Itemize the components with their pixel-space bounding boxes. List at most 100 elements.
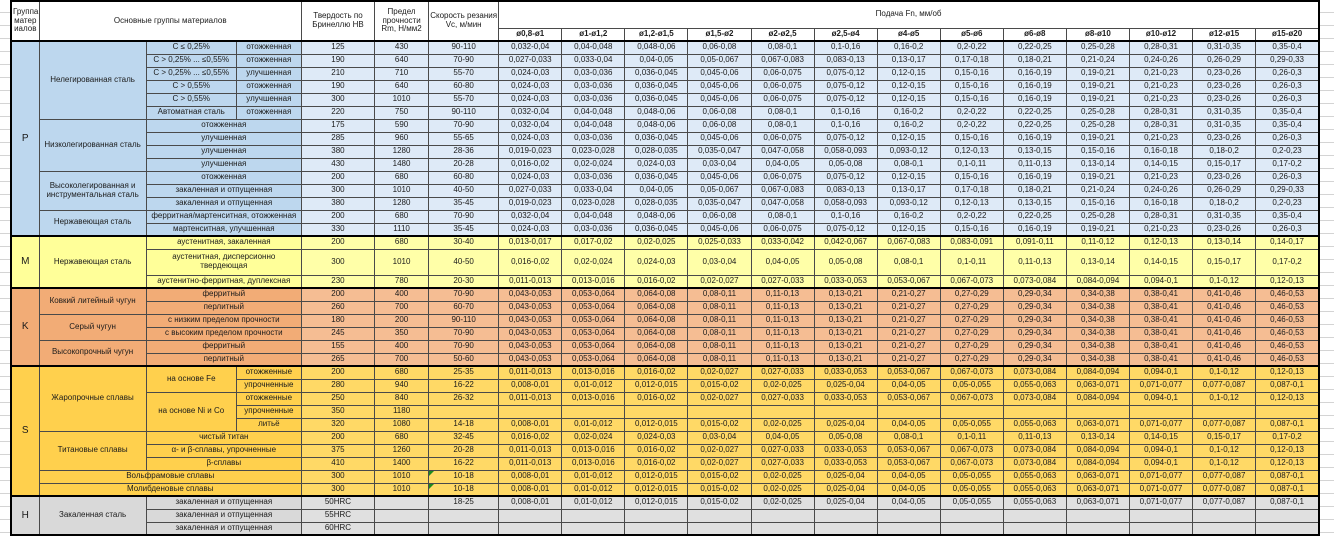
feed-value-cell[interactable]: 0,12-0,13 — [1128, 235, 1194, 250]
feed-value-cell[interactable]: 0,34-0,38 — [1065, 326, 1130, 341]
feed-value-cell[interactable]: 0,011-0,013 — [498, 365, 563, 380]
feed-diameter-header[interactable]: ø1-ø1,2 — [561, 27, 626, 42]
cutting-speed-cell[interactable]: 20-28 — [428, 157, 500, 172]
feed-value-cell[interactable]: 0,045-0,06 — [687, 79, 752, 94]
feed-value-cell[interactable]: 0,013-0,016 — [561, 365, 626, 380]
feed-value-cell[interactable]: 0,073-0,084 — [1002, 365, 1067, 380]
feed-value-cell[interactable]: 0,04-0,048 — [561, 105, 626, 120]
feed-value-cell[interactable]: 0,34-0,38 — [1065, 339, 1130, 354]
feed-value-cell[interactable]: 0,012-0,015 — [624, 417, 689, 432]
feed-value-cell[interactable]: 0,11-0,13 — [750, 287, 815, 302]
strength-cell[interactable]: 350 — [374, 326, 430, 341]
feed-value-cell[interactable]: 0,067-0,083 — [876, 235, 941, 250]
material-label-cell[interactable]: Автоматная сталь — [145, 105, 237, 120]
material-label-cell[interactable]: Молибденовые сплавы — [38, 482, 302, 497]
strength-cell[interactable]: 1260 — [374, 443, 430, 458]
strength-cell[interactable]: 680 — [374, 430, 430, 445]
material-label-cell[interactable]: Серый чугун — [38, 313, 147, 341]
feed-value-cell[interactable]: 0,02-0,025 — [750, 378, 815, 393]
feed-value-cell[interactable]: 0,028-0,035 — [624, 196, 689, 211]
feed-value-cell[interactable] — [750, 521, 815, 536]
cutting-speed-cell[interactable]: 70-90 — [428, 209, 500, 224]
hardness-cell[interactable]: 265 — [300, 352, 376, 367]
feed-value-cell[interactable]: 0,13-0,17 — [876, 53, 941, 68]
feed-value-cell[interactable]: 0,28-0,31 — [1128, 40, 1194, 55]
feed-value-cell[interactable]: 0,13-0,21 — [813, 313, 878, 328]
feed-value-cell[interactable]: 0,16-0,19 — [1002, 66, 1067, 81]
material-label-cell[interactable]: мартенситная, улучшенная — [145, 222, 302, 237]
feed-value-cell[interactable]: 0,05-0,08 — [813, 157, 878, 172]
feed-value-cell[interactable]: 0,073-0,084 — [1002, 443, 1067, 458]
material-label-cell[interactable]: Низколегированная сталь — [38, 118, 147, 172]
feed-value-cell[interactable]: 0,23-0,26 — [1192, 92, 1257, 107]
feed-value-cell[interactable]: 0,12-0,13 — [1255, 443, 1320, 458]
material-label-cell[interactable]: закаленная и отпущенная — [145, 196, 302, 211]
feed-value-cell[interactable]: 0,11-0,13 — [750, 313, 815, 328]
feed-value-cell[interactable]: 0,043-0,053 — [498, 313, 563, 328]
strength-cell[interactable] — [374, 521, 430, 536]
feed-value-cell[interactable]: 0,21-0,23 — [1128, 79, 1194, 94]
hardness-cell[interactable]: 280 — [300, 378, 376, 393]
feed-value-cell[interactable]: 0,11-0,13 — [1002, 248, 1067, 276]
feed-value-cell[interactable]: 0,02-0,027 — [687, 391, 752, 406]
feed-value-cell[interactable]: 0,25-0,28 — [1065, 105, 1130, 120]
feed-value-cell[interactable]: 0,38-0,41 — [1128, 339, 1194, 354]
feed-value-cell[interactable]: 0,024-0,03 — [498, 170, 563, 185]
feed-value-cell[interactable]: 0,025-0,04 — [813, 469, 878, 484]
feed-value-cell[interactable]: 0,25-0,28 — [1065, 118, 1130, 133]
feed-value-cell[interactable] — [876, 521, 941, 536]
feed-value-cell[interactable]: 0,08-0,11 — [687, 352, 752, 367]
hardness-cell[interactable]: 200 — [300, 209, 376, 224]
feed-diameter-header[interactable]: ø1,5-ø2 — [687, 27, 752, 42]
material-label-cell[interactable]: упрочненные — [235, 378, 302, 393]
feed-value-cell[interactable]: 0,16-0,19 — [1002, 222, 1067, 237]
cutting-speed-cell[interactable]: 25-35 — [428, 365, 500, 380]
feed-value-cell[interactable]: 0,13-0,21 — [813, 326, 878, 341]
hardness-cell[interactable]: 300 — [300, 482, 376, 497]
feed-value-cell[interactable]: 0,22-0,25 — [1002, 105, 1067, 120]
hardness-cell[interactable]: 200 — [300, 287, 376, 302]
feed-value-cell[interactable]: 0,063-0,071 — [1065, 469, 1130, 484]
material-label-cell[interactable]: C ≤ 0,25% — [145, 40, 237, 55]
feed-value-cell[interactable]: 0,053-0,064 — [561, 300, 626, 315]
feed-value-cell[interactable]: 0,16-0,18 — [1128, 144, 1194, 159]
feed-value-cell[interactable]: 0,12-0,15 — [876, 131, 941, 146]
feed-value-cell[interactable]: 0,033-0,04 — [561, 183, 626, 198]
feed-value-cell[interactable]: 0,058-0,093 — [813, 144, 878, 159]
feed-value-cell[interactable]: 0,34-0,38 — [1065, 313, 1130, 328]
feed-value-cell[interactable]: 0,073-0,084 — [1002, 456, 1067, 471]
feed-value-cell[interactable]: 0,055-0,063 — [1002, 495, 1067, 510]
feed-value-cell[interactable]: 0,16-0,19 — [1002, 170, 1067, 185]
feed-value-cell[interactable]: 0,083-0,13 — [813, 183, 878, 198]
cutting-speed-cell[interactable]: 35-45 — [428, 196, 500, 211]
feed-value-cell[interactable]: 0,18-0,2 — [1192, 196, 1257, 211]
feed-value-cell[interactable]: 0,024-0,03 — [498, 131, 563, 146]
feed-value-cell[interactable]: 0,04-0,05 — [624, 53, 689, 68]
feed-value-cell[interactable]: 0,04-0,05 — [876, 378, 941, 393]
feed-value-cell[interactable]: 0,29-0,34 — [1002, 313, 1067, 328]
feed-value-cell[interactable]: 0,1-0,12 — [1192, 456, 1257, 471]
hardness-cell[interactable]: 155 — [300, 339, 376, 354]
feed-value-cell[interactable]: 0,1-0,16 — [813, 209, 878, 224]
feed-value-cell[interactable]: 0,29-0,34 — [1002, 352, 1067, 367]
feed-value-cell[interactable]: 0,048-0,06 — [624, 40, 689, 55]
feed-value-cell[interactable]: 0,015-0,02 — [687, 378, 752, 393]
header-feed-col[interactable]: Подача Fn, мм/об — [498, 0, 1320, 29]
feed-value-cell[interactable]: 0,077-0,087 — [1192, 482, 1257, 497]
feed-value-cell[interactable]: 0,41-0,46 — [1192, 326, 1257, 341]
feed-value-cell[interactable]: 0,012-0,015 — [624, 378, 689, 393]
feed-value-cell[interactable]: 0,19-0,21 — [1065, 79, 1130, 94]
feed-value-cell[interactable]: 0,04-0,048 — [561, 209, 626, 224]
feed-diameter-header[interactable]: ø5-ø6 — [939, 27, 1004, 42]
feed-value-cell[interactable]: 0,26-0,3 — [1255, 222, 1320, 237]
feed-value-cell[interactable]: 0,027-0,033 — [750, 391, 815, 406]
feed-value-cell[interactable]: 0,06-0,075 — [750, 79, 815, 94]
material-label-cell[interactable]: аустенитная, дисперсионно твердеющая — [145, 248, 302, 276]
hardness-cell[interactable]: 175 — [300, 118, 376, 133]
feed-value-cell[interactable] — [1255, 404, 1320, 419]
feed-value-cell[interactable]: 0,06-0,075 — [750, 222, 815, 237]
feed-value-cell[interactable]: 0,26-0,29 — [1192, 53, 1257, 68]
strength-cell[interactable]: 1010 — [374, 183, 430, 198]
feed-value-cell[interactable]: 0,11-0,13 — [750, 300, 815, 315]
cutting-speed-cell[interactable]: 30-40 — [428, 235, 500, 250]
